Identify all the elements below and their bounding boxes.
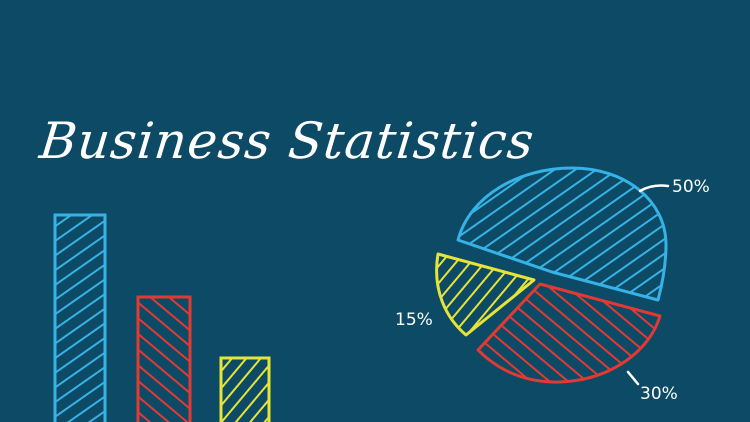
pie-slice-yellow bbox=[435, 252, 536, 337]
pie-label-30: 30% bbox=[640, 384, 678, 404]
pie-chart bbox=[435, 166, 668, 384]
bar-blue bbox=[53, 213, 107, 422]
bar-chart bbox=[53, 213, 271, 422]
label-line-50 bbox=[638, 184, 670, 193]
pie-label-50: 50% bbox=[672, 177, 710, 197]
label-line-30 bbox=[626, 370, 640, 386]
pie-label-15: 15% bbox=[395, 310, 433, 330]
bar-red bbox=[136, 295, 192, 422]
pie-slice-red bbox=[476, 282, 662, 384]
bar-yellow bbox=[219, 356, 271, 422]
pie-slice-blue bbox=[456, 166, 668, 302]
